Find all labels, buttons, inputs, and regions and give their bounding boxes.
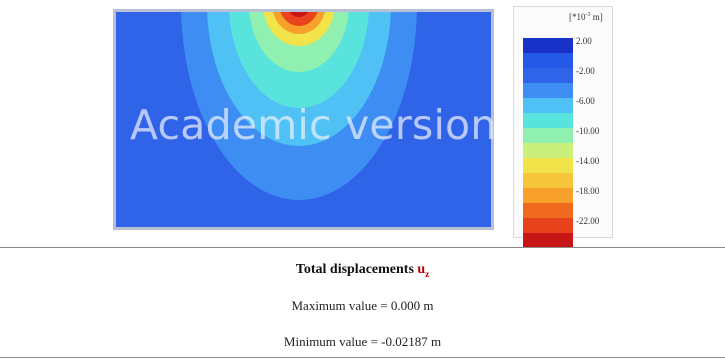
- legend-color-bar: [523, 38, 573, 248]
- band-8: [289, 12, 309, 17]
- minimum-value-text: Minimum value = -0.02187 m: [283, 334, 442, 349]
- legend-color-8: [523, 158, 573, 173]
- legend-color-13: [523, 233, 573, 248]
- legend-tick-label: -6.00: [576, 96, 595, 106]
- legend-color-0: [523, 38, 573, 53]
- result-title: Total displacements uz: [295, 262, 430, 279]
- legend-color-11: [523, 203, 573, 218]
- legend-tick-label: -2.00: [576, 66, 595, 76]
- divider-top: [0, 247, 725, 248]
- maximum-value-text: Maximum value = 0.000 m: [291, 298, 434, 313]
- legend-color-9: [523, 173, 573, 188]
- legend-tick-label: -10.00: [576, 126, 600, 136]
- legend-color-7: [523, 143, 573, 158]
- contour-bands: [116, 12, 491, 227]
- color-legend: [*10-3 m] 2.00 -2.00 -6.00 -10.00 -14.00 -18.…: [513, 6, 613, 248]
- divider-bottom: [0, 357, 725, 358]
- legend-color-5: [523, 113, 573, 128]
- legend-tick-label: -22.00: [576, 216, 600, 226]
- legend-color-2: [523, 68, 573, 83]
- legend-color-3: [523, 83, 573, 98]
- contour-plot[interactable]: [113, 9, 494, 230]
- legend-tick-label: -18.00: [576, 186, 600, 196]
- legend-tick-label: -14.00: [576, 156, 600, 166]
- legend-color-6: [523, 128, 573, 143]
- legend-unit-label: [*10-3 m]: [569, 12, 603, 22]
- band-7: [280, 12, 318, 26]
- legend-color-12: [523, 218, 573, 233]
- legend-color-4: [523, 98, 573, 113]
- legend-color-10: [523, 188, 573, 203]
- legend-tick-label: 2.00: [576, 36, 592, 46]
- legend-color-1: [523, 53, 573, 68]
- watermark-text: Academic version: [130, 101, 497, 149]
